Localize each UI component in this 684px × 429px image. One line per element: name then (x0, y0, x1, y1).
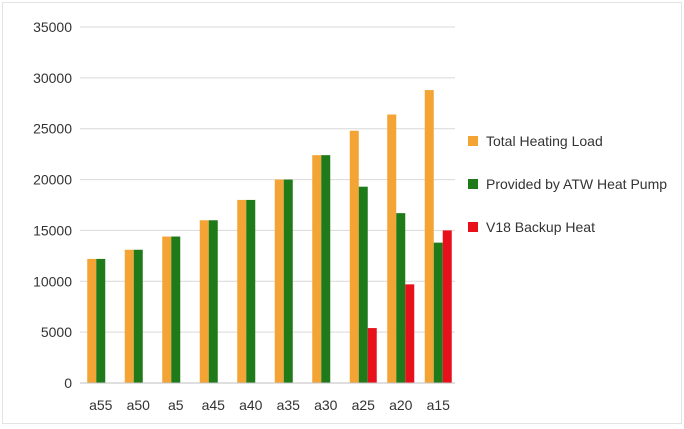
legend-label: Total Heating Load (486, 133, 603, 149)
legend-swatch (468, 136, 478, 146)
bar-v18-backup-heat-a25 (367, 328, 377, 383)
bar-total-heating-load-a35 (274, 179, 284, 383)
bar-provided-by-atw-heat-pump-a50 (133, 249, 143, 383)
bar-total-heating-load-a50 (124, 249, 134, 383)
bar-v18-backup-heat-a20 (405, 284, 415, 383)
legend-item: Total Heating Load (468, 132, 678, 151)
y-tick-label: 10000 (33, 273, 72, 289)
x-tick-label: a5 (168, 397, 184, 413)
bar-total-heating-load-a15 (424, 90, 434, 383)
legend-item: Provided by ATW Heat Pump (468, 175, 678, 194)
legend-label: Provided by ATW Heat Pump (486, 176, 668, 192)
legend-item: V18 Backup Heat (468, 218, 678, 237)
bar-provided-by-atw-heat-pump-a20 (396, 213, 406, 383)
axes: 0 5000 10000 15000 20000 25000 30000 35000 a55 a5… (33, 19, 455, 413)
bar-total-heating-load-a5 (162, 236, 172, 383)
x-tick-label: a30 (314, 397, 338, 413)
bar-provided-by-atw-heat-pump-a55 (96, 258, 106, 383)
bar-total-heating-load-a20 (387, 114, 397, 383)
legend-swatch (468, 222, 478, 232)
x-tick-label: a40 (239, 397, 263, 413)
y-tick-label: 5000 (41, 324, 72, 340)
y-tick-label: 35000 (33, 19, 72, 35)
x-tick-label: a55 (89, 397, 113, 413)
y-tick-label: 25000 (33, 121, 72, 137)
y-tick-label: 15000 (33, 222, 72, 238)
bar-total-heating-load-a30 (312, 155, 322, 383)
x-tick-label: a50 (127, 397, 151, 413)
bar-provided-by-atw-heat-pump-a15 (433, 242, 443, 383)
chart-legend: Total Heating Load Provided by ATW Heat P… (468, 132, 678, 261)
legend-label: V18 Backup Heat (486, 219, 595, 235)
y-tick-label: 20000 (33, 172, 72, 188)
bars (87, 90, 452, 383)
bar-total-heating-load-a55 (87, 258, 97, 383)
legend-swatch (468, 179, 478, 189)
x-tick-label: a15 (427, 397, 451, 413)
bar-total-heating-load-a40 (237, 199, 247, 383)
bar-provided-by-atw-heat-pump-a40 (246, 199, 256, 383)
x-tick-label: a45 (202, 397, 226, 413)
bar-provided-by-atw-heat-pump-a5 (171, 236, 181, 383)
y-tick-label: 0 (64, 375, 72, 391)
x-tick-label: a20 (389, 397, 413, 413)
bar-total-heating-load-a45 (199, 220, 209, 383)
bar-provided-by-atw-heat-pump-a25 (358, 186, 368, 383)
bar-total-heating-load-a25 (349, 130, 359, 383)
y-tick-label: 30000 (33, 70, 72, 86)
x-tick-label: a25 (352, 397, 376, 413)
x-tick-label: a35 (277, 397, 301, 413)
bar-provided-by-atw-heat-pump-a30 (321, 155, 331, 383)
bar-provided-by-atw-heat-pump-a45 (208, 220, 218, 383)
bar-provided-by-atw-heat-pump-a35 (283, 179, 293, 383)
bar-v18-backup-heat-a15 (442, 230, 452, 383)
